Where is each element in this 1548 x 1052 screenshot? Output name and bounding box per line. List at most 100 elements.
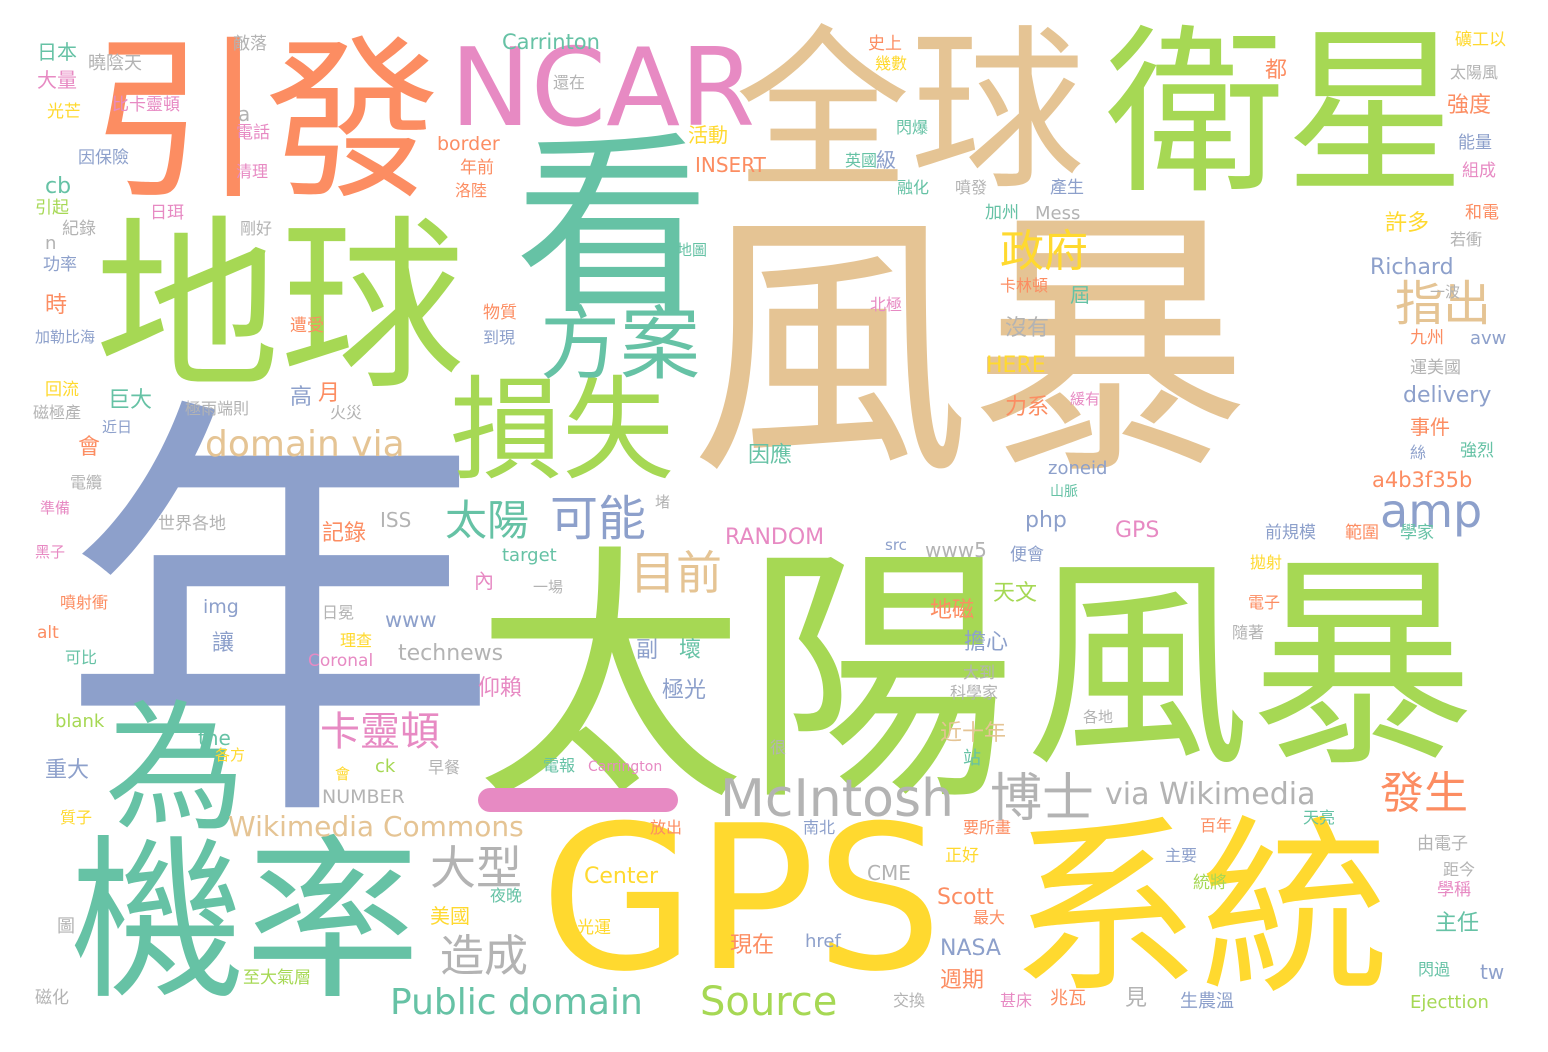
- word: 曉陰天: [88, 53, 142, 74]
- word: 幾數: [875, 54, 908, 73]
- word: 太陽: [445, 496, 530, 545]
- word: 卡靈頓: [320, 709, 440, 755]
- word: ck: [375, 756, 396, 777]
- word: 和電: [1465, 203, 1499, 223]
- word: 極雨端則: [185, 399, 250, 418]
- word: 由電子: [1417, 834, 1468, 854]
- word: delivery: [1403, 383, 1492, 408]
- word: 前規模: [1265, 523, 1316, 543]
- word: the: [198, 726, 231, 750]
- word: 交換: [893, 991, 926, 1010]
- word: 級: [876, 148, 896, 172]
- word: target: [502, 545, 557, 566]
- word: 圖: [57, 916, 75, 937]
- word: 現在: [730, 933, 775, 958]
- word: 剛好: [240, 219, 273, 238]
- word: 會: [78, 435, 101, 460]
- word: 產生: [1050, 178, 1084, 198]
- word: 早餐: [428, 758, 461, 777]
- word: alt: [37, 623, 59, 643]
- word: 南北: [803, 818, 836, 837]
- word: Public domain: [390, 982, 643, 1023]
- word: 方案: [540, 298, 700, 391]
- word: php: [1025, 508, 1067, 533]
- word: 引發: [90, 21, 440, 224]
- word: 理查: [340, 631, 373, 650]
- word: Scott: [937, 885, 994, 910]
- word: 因應: [748, 443, 793, 468]
- word: INSERT: [695, 153, 766, 177]
- word: NUMBER: [322, 786, 405, 808]
- word: www5: [925, 538, 987, 562]
- word: Carrinton: [502, 30, 600, 54]
- word: 兆瓦: [1050, 988, 1086, 1009]
- word: HERE: [986, 353, 1046, 378]
- word: 天亮: [1303, 808, 1336, 827]
- word: src: [885, 536, 907, 554]
- word: 一波: [1430, 283, 1461, 301]
- word: Wikimedia Commons: [228, 810, 524, 843]
- word: href: [805, 931, 841, 952]
- word: a: [238, 102, 251, 126]
- word: 日珥: [150, 203, 184, 223]
- word: 系統: [1010, 799, 1391, 1020]
- word: 紀錄: [62, 219, 96, 239]
- word: Source: [700, 979, 838, 1025]
- word: GPS: [1115, 518, 1160, 543]
- word: 許多: [1385, 211, 1430, 236]
- word: 月: [318, 381, 341, 406]
- word: 因保險: [78, 148, 129, 168]
- word: 極光: [662, 678, 707, 703]
- word: 絲: [1410, 443, 1427, 462]
- word: 緩有: [1070, 390, 1101, 408]
- word: 融化: [897, 178, 930, 197]
- word: 屆: [1070, 283, 1090, 307]
- word: 大量: [37, 68, 77, 92]
- word: 生農溫: [1180, 991, 1234, 1012]
- word: 學稱: [1437, 880, 1471, 900]
- word: 加州: [985, 203, 1019, 223]
- word: 沒有: [1005, 316, 1050, 341]
- word: 隨著: [1232, 623, 1265, 642]
- word: 九州: [1410, 328, 1444, 348]
- word: 事件: [1410, 415, 1450, 439]
- word: 物質: [483, 303, 517, 323]
- word: CME: [867, 861, 911, 885]
- word: 目前: [630, 546, 722, 600]
- word: 博士: [990, 769, 1095, 829]
- word: 地圖: [677, 241, 708, 259]
- word: 英國: [845, 151, 878, 170]
- word: 見: [1125, 986, 1148, 1011]
- word: 很: [770, 738, 787, 757]
- word: 發生: [1380, 768, 1468, 819]
- word: 敵落: [233, 34, 267, 54]
- word: zoneid: [1048, 458, 1108, 479]
- word: Coronal: [308, 651, 374, 671]
- word: 科學家: [950, 683, 999, 702]
- word-dash: [478, 788, 678, 812]
- word: Carrington: [588, 759, 663, 775]
- word: 地球: [95, 199, 465, 415]
- word: 拋射: [1250, 553, 1283, 572]
- word: 到現: [483, 328, 516, 347]
- word: 學家: [1400, 523, 1434, 543]
- word: 電話: [236, 123, 270, 143]
- word: 太陽風: [1450, 63, 1499, 82]
- word: 黑子: [35, 543, 66, 561]
- word: 年: [60, 364, 500, 876]
- word: 機率: [70, 821, 420, 1024]
- word: 最大: [973, 908, 1006, 927]
- word: 光運: [577, 918, 611, 938]
- word: GPS: [540, 783, 943, 1016]
- word: 還在: [553, 73, 586, 92]
- word: 仰賴: [478, 676, 523, 701]
- word: 電子: [1248, 593, 1281, 612]
- word: tw: [1480, 960, 1505, 984]
- word: 質子: [60, 808, 93, 827]
- word: 站: [963, 748, 981, 769]
- word: Ejecttion: [1410, 992, 1489, 1013]
- word: 記錄: [322, 521, 367, 546]
- word: cb: [45, 174, 72, 199]
- word: 可能: [550, 491, 647, 547]
- word: 會: [335, 765, 351, 783]
